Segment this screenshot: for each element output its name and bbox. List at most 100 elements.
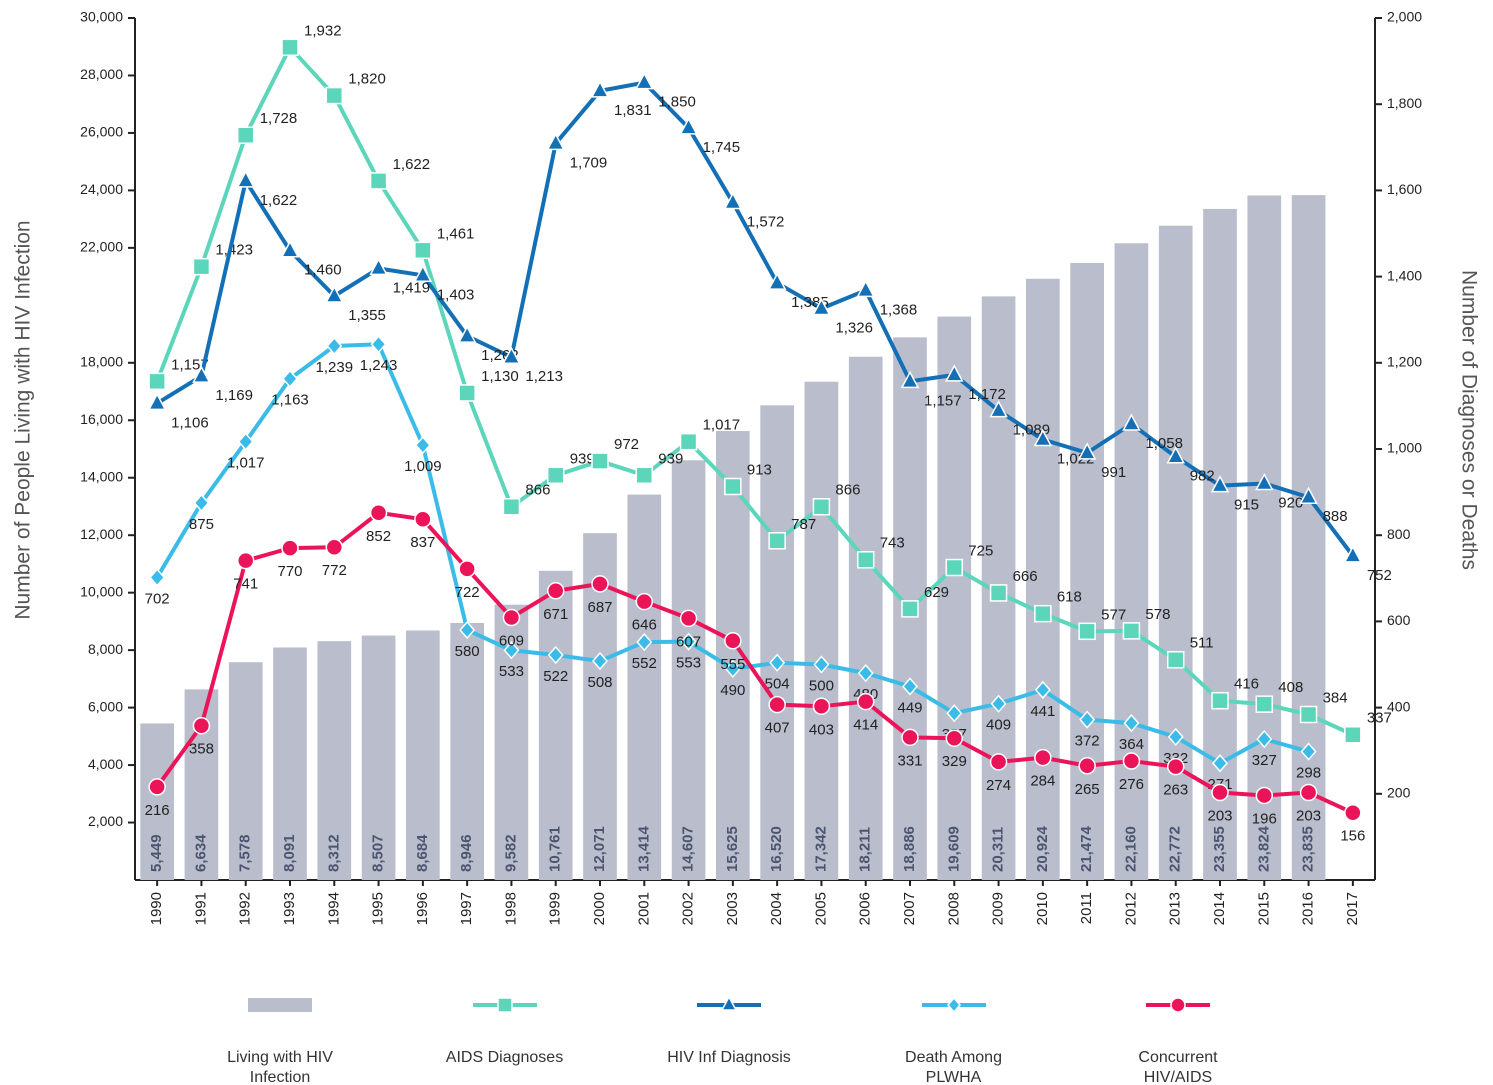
marker — [1211, 691, 1229, 710]
legend: Living with HIV Infection AIDS Diagnoses H… — [0, 990, 1493, 1085]
data-label: 888 — [1323, 508, 1348, 525]
data-label: 1,403 — [437, 286, 475, 303]
marker — [369, 172, 388, 190]
data-label: 1,017 — [703, 417, 741, 434]
data-label: 1,009 — [404, 458, 442, 475]
line — [155, 510, 1354, 815]
chart: Number of People Living with HIV Infecti… — [12, 9, 1481, 926]
data-label: 972 — [614, 436, 639, 453]
legend-item: Concurrent HIV/AIDS Diagnosis — [1093, 990, 1263, 1085]
marker — [147, 392, 167, 411]
data-label: 1,572 — [747, 213, 785, 230]
bar-label: 8,507 — [370, 834, 387, 872]
marker — [280, 240, 300, 258]
x-tick-label: 1995 — [370, 892, 387, 925]
marker — [414, 241, 432, 260]
legend-item: Living with HIV Infection — [195, 990, 365, 1085]
data-label: 196 — [1252, 810, 1277, 827]
marker — [724, 477, 742, 496]
x-tick-label: 1998 — [502, 892, 519, 925]
legend-swatch — [472, 997, 537, 1013]
data-label: 416 — [1234, 676, 1259, 693]
bar — [848, 356, 883, 880]
bar-label: 22,772 — [1167, 826, 1184, 872]
bar-label: 23,355 — [1211, 826, 1228, 872]
data-label: 770 — [277, 563, 302, 580]
x-tick-label: 2014 — [1211, 892, 1228, 925]
data-label: 504 — [765, 676, 790, 693]
data-label: 1,163 — [271, 392, 309, 409]
marker — [635, 72, 654, 90]
x-tick-label: 2004 — [768, 892, 785, 925]
marker — [679, 609, 698, 628]
data-label: 1,169 — [215, 387, 253, 404]
marker — [1078, 622, 1096, 641]
marker — [546, 466, 565, 485]
bar-label: 10,761 — [547, 826, 564, 872]
marker — [768, 532, 786, 550]
bar-label: 23,824 — [1255, 825, 1272, 872]
marker — [636, 632, 653, 652]
marker — [767, 272, 787, 290]
data-label: 1,850 — [658, 94, 696, 111]
x-tick-label: 1991 — [192, 892, 209, 925]
data-label: 552 — [632, 655, 657, 672]
data-label: 1,058 — [1145, 435, 1183, 452]
legend-swatch — [1146, 997, 1210, 1013]
data-label: 866 — [525, 482, 550, 499]
marker — [281, 38, 299, 57]
legend-item: Death Among PLWHA — [869, 990, 1039, 1085]
x-tick-label: 1990 — [148, 892, 165, 925]
data-label: 1,423 — [215, 242, 253, 259]
legend-marker — [946, 996, 961, 1014]
legend-label: HIV Inf Diagnosis — [667, 1049, 791, 1066]
marker — [901, 600, 919, 618]
marker — [1211, 783, 1229, 802]
data-label: 274 — [986, 777, 1011, 794]
x-tick-label: 2016 — [1300, 892, 1317, 925]
data-label: 1,709 — [570, 154, 608, 171]
marker — [1166, 446, 1185, 464]
y-tick-label: 6,000 — [88, 698, 123, 714]
marker — [591, 452, 609, 470]
data-label: 403 — [809, 721, 834, 738]
y2-tick-label: 400 — [1387, 698, 1411, 714]
marker — [989, 753, 1008, 771]
bar-label: 8,312 — [325, 834, 342, 872]
legend-label: AIDS Diagnoses — [445, 1049, 564, 1066]
x-tick-label: 2005 — [812, 892, 829, 925]
marker — [901, 728, 919, 747]
data-label: 920 — [1278, 494, 1303, 511]
data-label: 939 — [658, 450, 683, 467]
data-label: 1,368 — [880, 301, 918, 318]
data-label: 364 — [1119, 736, 1144, 753]
bar — [937, 316, 972, 880]
y2-tick-label: 1,800 — [1387, 95, 1422, 111]
bar-label: 5,449 — [148, 834, 165, 872]
marker — [1212, 754, 1228, 773]
marker — [1344, 726, 1362, 744]
marker — [503, 641, 520, 660]
data-label: 837 — [410, 534, 435, 551]
y-tick-label: 22,000 — [80, 239, 123, 255]
data-label: 1,419 — [393, 279, 431, 296]
bar — [317, 641, 352, 880]
marker — [192, 716, 211, 735]
bar-label: 14,607 — [680, 826, 697, 872]
marker — [856, 692, 875, 711]
data-label: 577 — [1101, 606, 1126, 623]
data-label: 1,932 — [304, 22, 342, 39]
line — [155, 45, 1354, 737]
legend-label: Living with HIV Infection — [227, 1049, 333, 1085]
data-label: 1,106 — [171, 414, 209, 431]
marker — [148, 778, 166, 796]
bar-label: 15,625 — [724, 826, 741, 872]
bar — [406, 630, 440, 880]
marker — [1166, 757, 1185, 776]
x-tick-label: 2007 — [901, 892, 918, 925]
bar-label: 19,609 — [945, 826, 962, 872]
bar-label: 16,520 — [768, 826, 785, 872]
y2-tick-label: 1,600 — [1387, 181, 1422, 197]
data-label: 327 — [1252, 752, 1277, 769]
